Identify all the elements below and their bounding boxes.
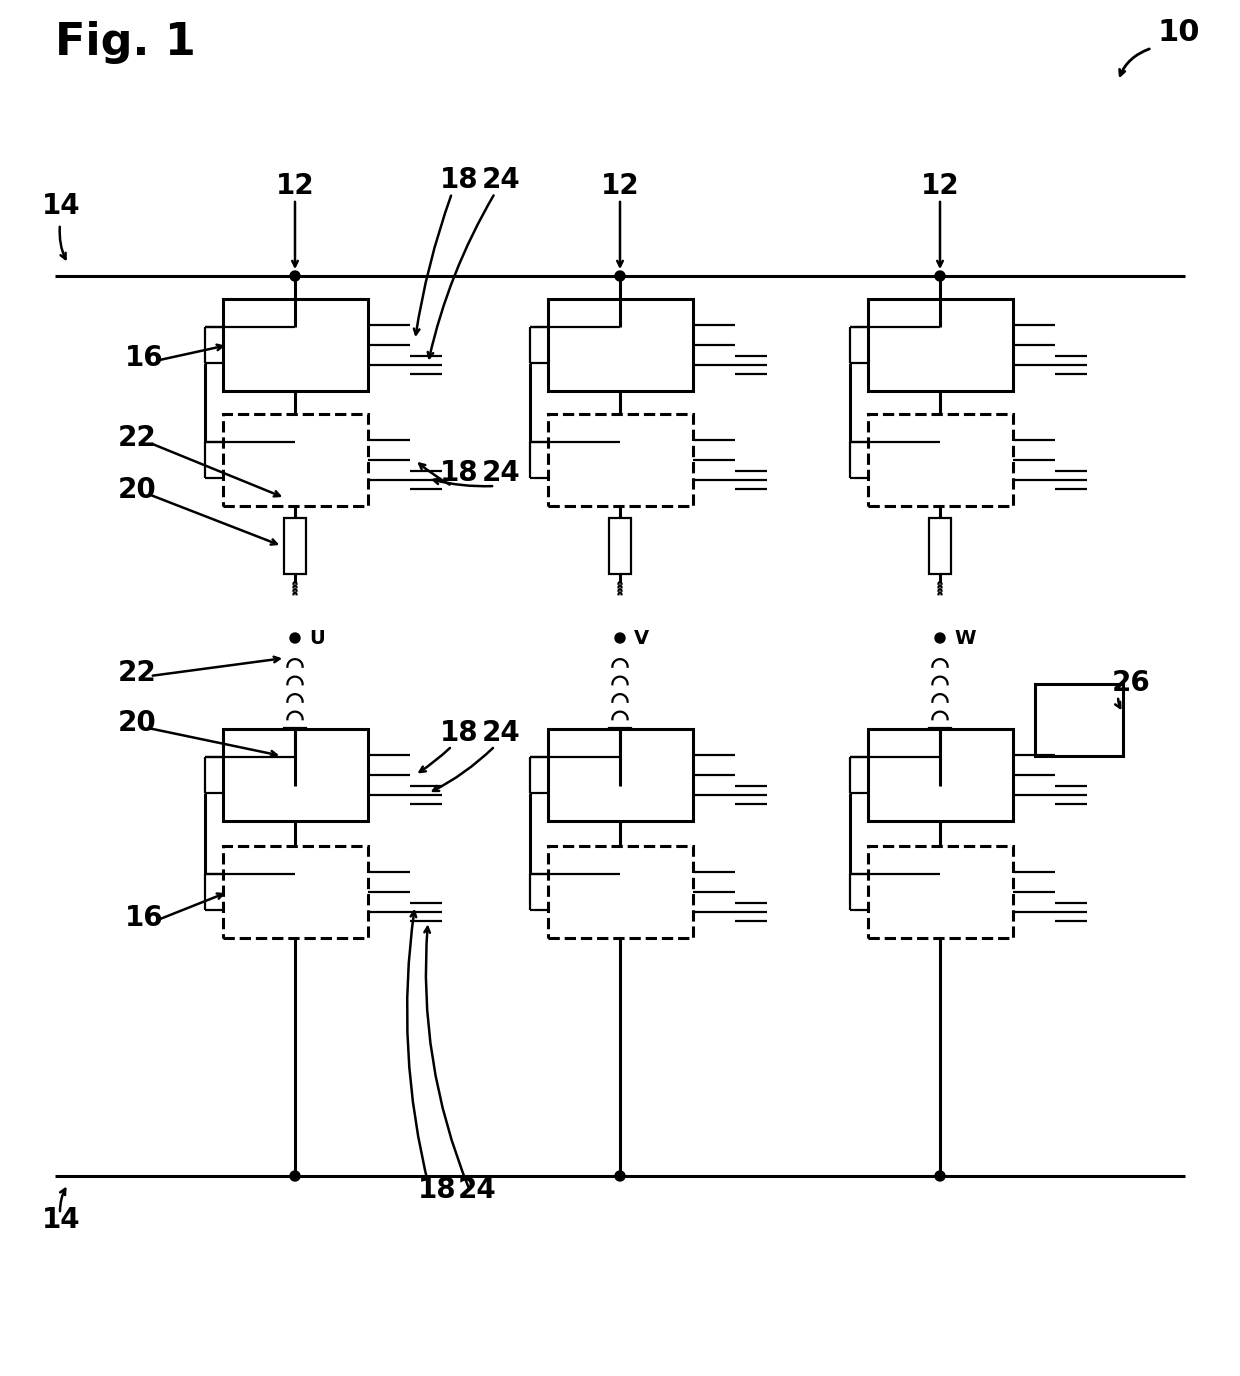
Text: 12: 12 bbox=[600, 172, 640, 200]
Text: 26: 26 bbox=[1112, 669, 1151, 698]
Bar bbox=[223, 414, 368, 506]
Text: 20: 20 bbox=[118, 709, 156, 738]
Bar bbox=[223, 846, 368, 938]
Text: V: V bbox=[634, 629, 649, 648]
Circle shape bbox=[935, 633, 945, 643]
Bar bbox=[929, 517, 951, 574]
Circle shape bbox=[935, 271, 945, 281]
Text: 10: 10 bbox=[1158, 18, 1200, 47]
Text: 18: 18 bbox=[440, 720, 479, 747]
Bar bbox=[868, 846, 1013, 938]
Text: 24: 24 bbox=[482, 166, 521, 194]
Text: 18: 18 bbox=[440, 166, 479, 194]
Circle shape bbox=[290, 1171, 300, 1181]
Bar bbox=[548, 846, 693, 938]
Bar bbox=[868, 729, 1013, 821]
Bar bbox=[548, 299, 693, 391]
Text: 16: 16 bbox=[125, 904, 164, 932]
Bar bbox=[868, 414, 1013, 506]
Text: 22: 22 bbox=[118, 424, 156, 451]
Text: 12: 12 bbox=[275, 172, 314, 200]
Circle shape bbox=[290, 271, 300, 281]
Text: 20: 20 bbox=[118, 476, 156, 504]
Text: 24: 24 bbox=[482, 460, 521, 487]
Bar bbox=[284, 728, 306, 786]
Text: U: U bbox=[309, 629, 325, 648]
Text: 24: 24 bbox=[482, 720, 521, 747]
Text: 18: 18 bbox=[440, 460, 479, 487]
Text: 14: 14 bbox=[42, 193, 81, 220]
Bar bbox=[929, 728, 951, 786]
Bar bbox=[868, 299, 1013, 391]
Text: 22: 22 bbox=[118, 659, 156, 687]
Text: Fig. 1: Fig. 1 bbox=[55, 21, 196, 65]
Text: 18: 18 bbox=[418, 1176, 456, 1204]
Circle shape bbox=[290, 633, 300, 643]
Bar bbox=[609, 728, 631, 786]
Circle shape bbox=[615, 271, 625, 281]
Bar bbox=[548, 729, 693, 821]
Bar bbox=[1035, 684, 1123, 755]
Text: 24: 24 bbox=[458, 1176, 497, 1204]
Text: 12: 12 bbox=[920, 172, 960, 200]
Text: 14: 14 bbox=[42, 1205, 81, 1234]
Circle shape bbox=[615, 1171, 625, 1181]
Text: 16: 16 bbox=[125, 344, 164, 372]
Circle shape bbox=[935, 1171, 945, 1181]
Bar bbox=[223, 729, 368, 821]
Circle shape bbox=[615, 633, 625, 643]
Bar bbox=[284, 517, 306, 574]
Bar bbox=[609, 517, 631, 574]
Text: W: W bbox=[954, 629, 976, 648]
Bar bbox=[223, 299, 368, 391]
Bar bbox=[548, 414, 693, 506]
